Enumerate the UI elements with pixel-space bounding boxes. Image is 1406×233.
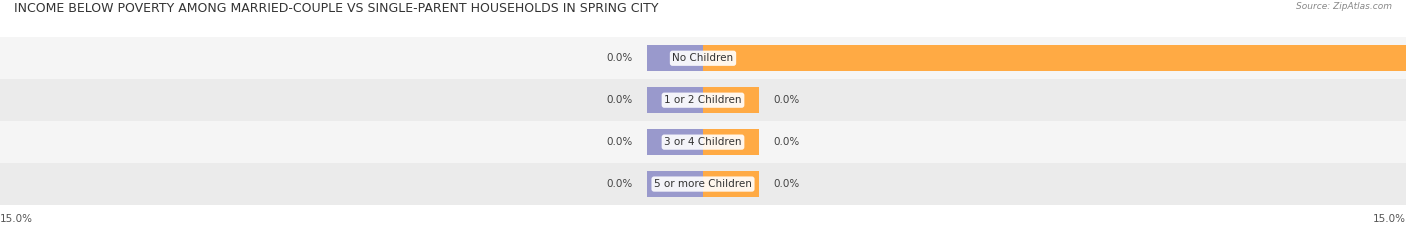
Bar bbox=[0, 79, 1406, 121]
Text: 0.0%: 0.0% bbox=[773, 95, 800, 105]
Text: 5 or more Children: 5 or more Children bbox=[654, 179, 752, 189]
Text: 0.0%: 0.0% bbox=[773, 137, 800, 147]
Bar bbox=[703, 171, 759, 197]
Text: 15.0%: 15.0% bbox=[1374, 214, 1406, 224]
Text: 15.0%: 15.0% bbox=[0, 214, 32, 224]
Text: 0.0%: 0.0% bbox=[606, 179, 633, 189]
Text: INCOME BELOW POVERTY AMONG MARRIED-COUPLE VS SINGLE-PARENT HOUSEHOLDS IN SPRING : INCOME BELOW POVERTY AMONG MARRIED-COUPL… bbox=[14, 2, 658, 15]
Text: 3 or 4 Children: 3 or 4 Children bbox=[664, 137, 742, 147]
Bar bbox=[703, 45, 1406, 71]
Bar bbox=[703, 87, 759, 113]
Text: 1 or 2 Children: 1 or 2 Children bbox=[664, 95, 742, 105]
Text: No Children: No Children bbox=[672, 53, 734, 63]
Bar bbox=[647, 129, 703, 155]
Text: 0.0%: 0.0% bbox=[606, 137, 633, 147]
Bar bbox=[647, 45, 703, 71]
Text: 0.0%: 0.0% bbox=[606, 95, 633, 105]
Bar bbox=[0, 37, 1406, 79]
Text: 0.0%: 0.0% bbox=[773, 179, 800, 189]
Text: Source: ZipAtlas.com: Source: ZipAtlas.com bbox=[1296, 2, 1392, 11]
Text: 0.0%: 0.0% bbox=[606, 53, 633, 63]
Bar bbox=[0, 121, 1406, 163]
Bar bbox=[0, 163, 1406, 205]
Bar bbox=[647, 87, 703, 113]
Bar bbox=[703, 129, 759, 155]
Bar bbox=[647, 171, 703, 197]
